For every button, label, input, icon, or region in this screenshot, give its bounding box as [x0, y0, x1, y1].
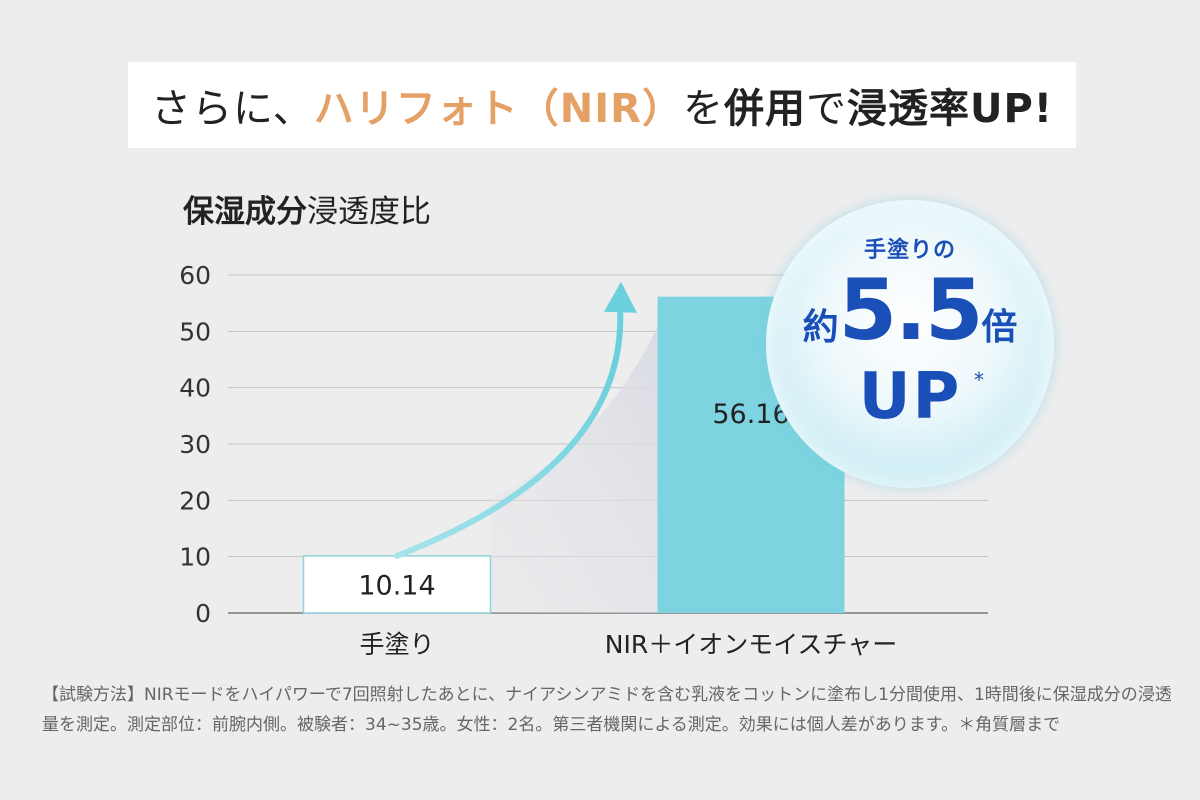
badge-prefix: 約	[802, 307, 839, 348]
headline-bold1: 併用	[723, 86, 806, 132]
badge-up-text: UP	[858, 360, 962, 434]
badge-suffix: 倍	[981, 307, 1018, 348]
y-tick-label: 10	[179, 543, 211, 572]
headline-bold2: 浸透率UP!	[846, 86, 1054, 132]
y-tick-label: 30	[179, 430, 211, 459]
headline-part1: さらに、	[150, 86, 314, 132]
headline-accent: ハリフォト（NIR）	[313, 86, 683, 132]
growth-arrow-head	[604, 281, 637, 313]
y-tick-label: 20	[179, 486, 211, 515]
growth-arrow	[394, 304, 624, 559]
bar-hand-application	[302, 555, 492, 614]
x-category-label: NIR＋イオンモイスチャー	[605, 630, 897, 659]
y-tick-label: 0	[195, 599, 211, 628]
test-method-footnote: 【試験方法】NIRモードをハイパワーで7回照射したあとに、ナイアシンアミドを含む…	[42, 685, 1172, 735]
badge-number: 5.5	[838, 261, 984, 359]
chart-title: 保湿成分浸透度比	[183, 186, 431, 231]
comparison-badge: 手塗りの 約5.5倍 UP *	[766, 200, 1054, 488]
x-category-label: 手塗り	[359, 630, 434, 659]
headline: さらに、 ハリフォト（NIR）を併用で浸透率UP!	[128, 62, 1076, 148]
y-tick-label: 40	[179, 374, 211, 403]
badge-multiplier: 約5.5倍	[766, 268, 1054, 352]
headline-part3: で	[805, 86, 847, 132]
bar-value-label: 56.16	[712, 399, 789, 430]
headline-part2: を	[682, 86, 724, 132]
chart-title-regular: 浸透度比	[307, 194, 431, 230]
badge-top-text: 手塗りの	[863, 238, 956, 263]
y-tick-label: 50	[179, 317, 211, 346]
chart-title-bold: 保湿成分	[183, 194, 307, 230]
badge-asterisk: *	[974, 368, 984, 392]
bar-value-label: 10.14	[358, 570, 435, 601]
growth-shade	[490, 326, 658, 613]
y-tick-label: 60	[179, 261, 211, 290]
